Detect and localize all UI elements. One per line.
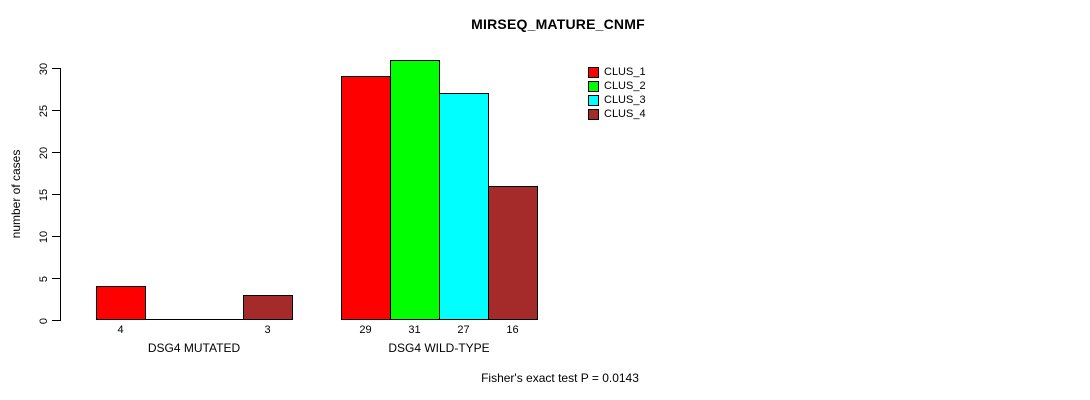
y-tick-label: 5: [38, 275, 50, 282]
legend-label: CLUS_4: [604, 108, 646, 120]
y-tick-label: 25: [38, 104, 50, 117]
bar-clus_4-dsg4-wild-type: [488, 185, 538, 320]
legend-label: CLUS_3: [604, 94, 646, 106]
y-tick-label: 20: [38, 146, 50, 159]
y-axis-title: number of cases: [9, 149, 23, 239]
y-tick-label: 0: [38, 317, 50, 324]
y-axis-line: [60, 68, 61, 321]
x-category-label: DSG4 MUTATED: [147, 341, 241, 355]
legend-swatch-icon: [588, 108, 599, 120]
bar-clus_1-dsg4-wild-type: [341, 76, 391, 320]
y-axis-tick: [52, 68, 60, 69]
bar-value-label: 27: [457, 324, 470, 336]
legend-label: CLUS_1: [604, 66, 646, 78]
legend-row-clus_2: CLUS_2: [588, 79, 646, 93]
y-tick-label: 30: [38, 62, 50, 75]
bar-clus_3-dsg4-wild-type: [439, 93, 489, 320]
bar-value-label: 31: [408, 324, 421, 336]
legend-swatch-icon: [588, 94, 599, 106]
legend-row-clus_3: CLUS_3: [588, 93, 646, 107]
y-tick-label: 10: [38, 230, 50, 243]
y-axis-tick: [52, 236, 60, 237]
legend-label: CLUS_2: [604, 80, 646, 92]
bar-clus_2-dsg4-wild-type: [390, 59, 440, 320]
y-axis-tick: [52, 152, 60, 153]
bar-value-label: 4: [117, 324, 124, 336]
y-axis-tick: [52, 278, 60, 279]
zero-bar-baseline: [194, 319, 244, 320]
y-axis-tick: [52, 194, 60, 195]
y-tick-label: 15: [38, 188, 50, 201]
annotation-text: Fisher's exact test P = 0.0143: [481, 371, 639, 385]
legend-swatch-icon: [588, 80, 599, 92]
legend-row-clus_1: CLUS_1: [588, 65, 646, 79]
chart-title: MIRSEQ_MATURE_CNMF: [471, 16, 645, 32]
y-axis-tick: [52, 320, 60, 321]
bar-clus_4-dsg4-mutated: [243, 294, 293, 320]
zero-bar-baseline: [145, 319, 195, 320]
bar-value-label: 29: [359, 324, 372, 336]
legend-row-clus_4: CLUS_4: [588, 107, 646, 121]
legend: CLUS_1 CLUS_2 CLUS_3 CLUS_4: [588, 65, 646, 121]
x-category-label: DSG4 WILD-TYPE: [388, 341, 490, 355]
bar-value-label: 16: [506, 324, 519, 336]
bar-value-label: 3: [264, 324, 271, 336]
y-axis-tick: [52, 110, 60, 111]
bar-clus_1-dsg4-mutated: [96, 286, 146, 320]
legend-swatch-icon: [588, 66, 599, 78]
